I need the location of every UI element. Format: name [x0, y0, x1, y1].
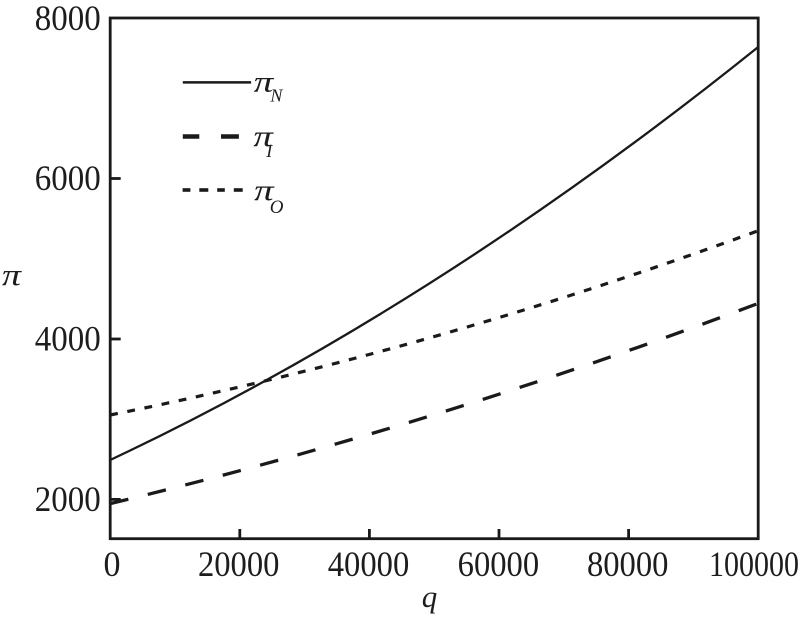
- svg-text:100000: 100000: [709, 544, 799, 584]
- svg-text:π: π: [254, 174, 275, 207]
- svg-text:60000: 60000: [458, 544, 540, 584]
- svg-text:40000: 40000: [328, 544, 410, 584]
- svg-text:0: 0: [104, 544, 121, 584]
- svg-text:O: O: [270, 197, 284, 218]
- svg-text:4000: 4000: [35, 319, 101, 359]
- svg-text:20000: 20000: [198, 544, 280, 584]
- svg-text:π: π: [254, 66, 275, 99]
- svg-text:π: π: [2, 257, 23, 292]
- svg-text:80000: 80000: [587, 544, 669, 584]
- svg-text:6000: 6000: [35, 158, 101, 198]
- svg-text:I: I: [265, 141, 273, 161]
- svg-text:π: π: [253, 120, 274, 153]
- svg-text:2000: 2000: [35, 479, 101, 519]
- svg-text:N: N: [269, 86, 283, 106]
- svg-text:q: q: [422, 579, 438, 614]
- svg-text:8000: 8000: [35, 0, 101, 38]
